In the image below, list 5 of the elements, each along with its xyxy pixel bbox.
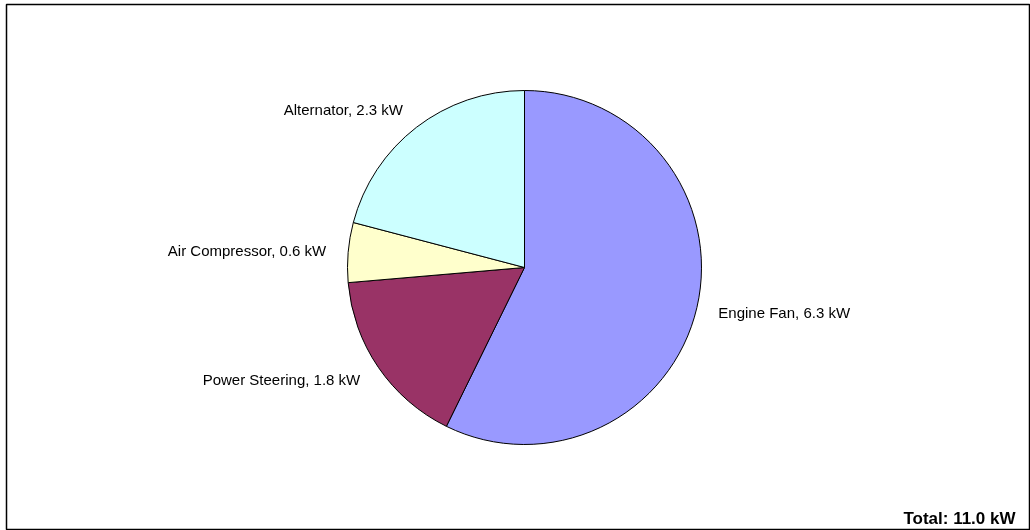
slice-label: Engine Fan, 6.3 kW [718,304,851,322]
slice-label: Air Compressor, 0.6 kW [167,241,328,259]
text: Total: 11.0 kW [903,509,1017,528]
slice-label: Alternator, 2.3 kW [283,101,404,119]
slice-label: Power Steering, 1.8 kW [202,371,362,389]
